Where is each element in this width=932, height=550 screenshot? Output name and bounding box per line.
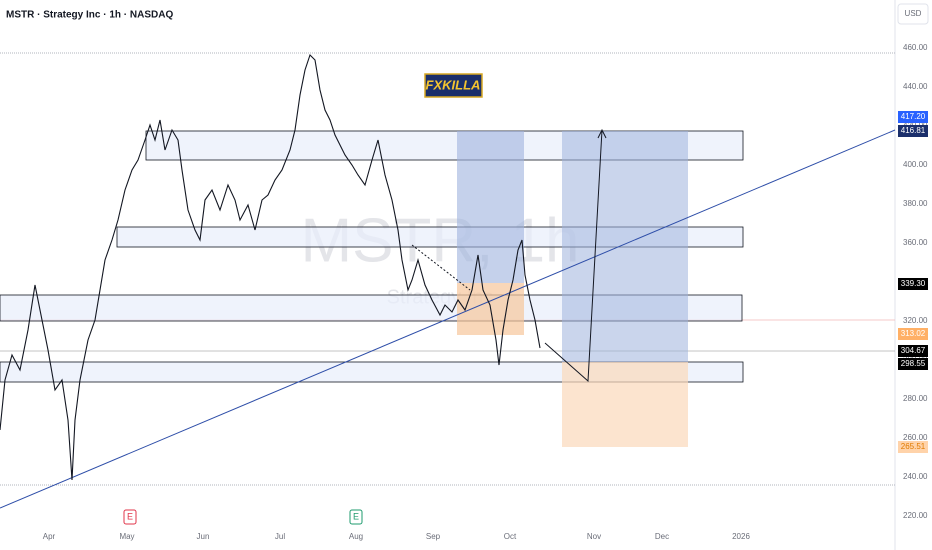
price-tag-label: 339.30: [901, 279, 926, 288]
x-axis-label: Apr: [43, 532, 56, 541]
price-tag: [898, 125, 928, 137]
x-axis-label: Dec: [655, 532, 669, 541]
price-tag-label: 265.51: [901, 442, 926, 451]
y-axis-label: 320.00: [903, 316, 928, 325]
y-axis-label: 380.00: [903, 199, 928, 208]
y-axis-label: 220.00: [903, 511, 928, 520]
price-tag: [898, 328, 928, 340]
logo-text: FXKILLA: [426, 77, 481, 92]
x-axis-label: Nov: [587, 532, 601, 541]
price-tag-label: 416.81: [901, 126, 926, 135]
y-axis-label: 360.00: [903, 238, 928, 247]
y-axis-label: 460.00: [903, 43, 928, 52]
x-axis-label: Aug: [349, 532, 363, 541]
event-markers: E E: [123, 509, 363, 525]
y-axis-label: 440.00: [903, 82, 928, 91]
positions: [457, 131, 688, 447]
x-axis-label: Sep: [426, 532, 441, 541]
price-tag: [898, 278, 928, 290]
price-tag: [898, 358, 928, 370]
price-tag: [898, 111, 928, 123]
price-tag: [898, 345, 928, 357]
price-tag-label: 417.20: [901, 112, 926, 121]
y-axis-label: 400.00: [903, 160, 928, 169]
x-axis-label: Jul: [275, 532, 285, 541]
event-label: E: [353, 511, 359, 521]
trend-line: [0, 129, 896, 509]
price-tag-label: 313.02: [901, 329, 926, 338]
projection-line: [411, 244, 471, 291]
x-axis-label: Oct: [504, 532, 517, 541]
x-axis-label: May: [119, 532, 134, 541]
arrow-head: [597, 128, 607, 139]
y-axis-label: 280.00: [903, 394, 928, 403]
y-axis-label: 260.00: [903, 433, 928, 442]
currency[interactable]: USD: [905, 9, 922, 18]
price-tag: [898, 441, 928, 453]
x-axis-label: Jun: [197, 532, 210, 541]
event-label: E: [127, 511, 133, 521]
projection-arrow: [544, 129, 603, 383]
price-tag-label: 298.55: [901, 359, 926, 368]
price-tag-label: 304.67: [901, 346, 926, 355]
x-axis-label: 2026: [732, 532, 750, 541]
currency-button[interactable]: [897, 3, 929, 25]
y-axis-label: 240.00: [903, 472, 928, 481]
symbol-title: MSTR · Strategy Inc · 1h · NASDAQ: [6, 10, 173, 21]
logo-box: [424, 73, 483, 98]
price-line: [0, 53, 541, 481]
